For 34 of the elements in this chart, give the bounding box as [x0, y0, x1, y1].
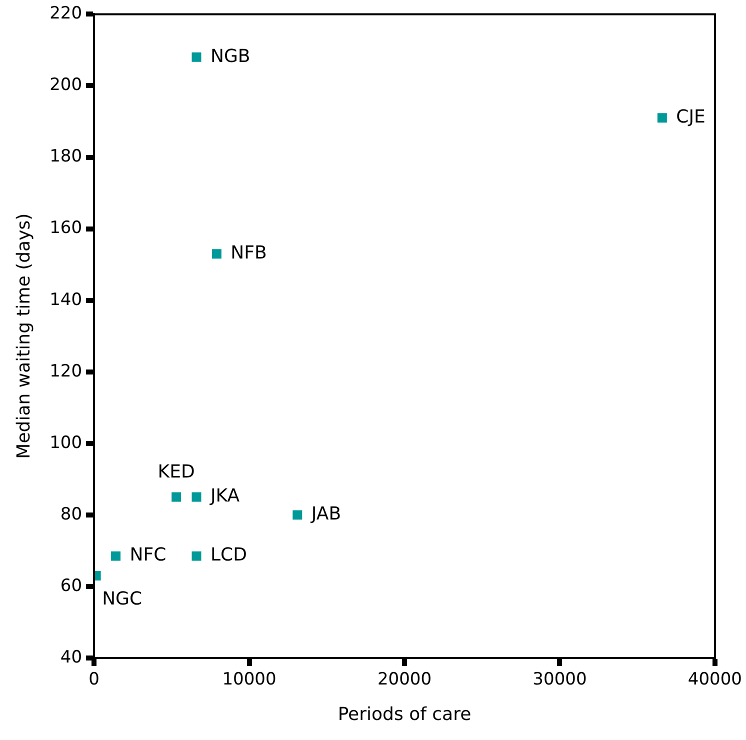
x-tick-label: 30000 [532, 670, 587, 690]
x-tick-label: 40000 [688, 670, 742, 690]
annotation: NFB [230, 242, 267, 264]
annotation: CJE [676, 106, 706, 128]
annotation: JKA [210, 486, 240, 507]
y-tick-label: 80 [60, 504, 82, 524]
annotation: JAB [310, 504, 342, 525]
point [111, 551, 121, 561]
x-tick-label: 20000 [377, 670, 432, 690]
y-axis-title: Median waiting time (days) [13, 213, 34, 459]
x-tick-label: 10000 [222, 670, 276, 690]
y-tick-label: 140 [50, 290, 82, 310]
point [292, 510, 302, 520]
y-tick-label: 200 [50, 75, 82, 96]
annotation: LCD [210, 544, 247, 566]
x-tick-label: 0 [88, 670, 100, 690]
point [192, 551, 202, 561]
y-tick-label: 180 [50, 146, 82, 167]
point [657, 113, 667, 123]
y-tick-label: 220 [50, 4, 82, 24]
y-tick-label: 160 [50, 218, 82, 238]
annotation: NGB [210, 46, 250, 67]
annotation: NFC [130, 544, 166, 566]
point [172, 492, 182, 502]
y-tick-label: 120 [50, 361, 82, 382]
point [212, 249, 222, 259]
y-tick-label: 60 [60, 576, 82, 596]
x-axis-title: Periods of care [338, 704, 472, 725]
point [192, 492, 202, 502]
y-tick-label: 40 [60, 647, 82, 668]
annotation: KED [158, 462, 195, 483]
y-tick-label: 100 [50, 432, 82, 453]
annotation: NGC [102, 588, 142, 610]
point [192, 52, 202, 62]
